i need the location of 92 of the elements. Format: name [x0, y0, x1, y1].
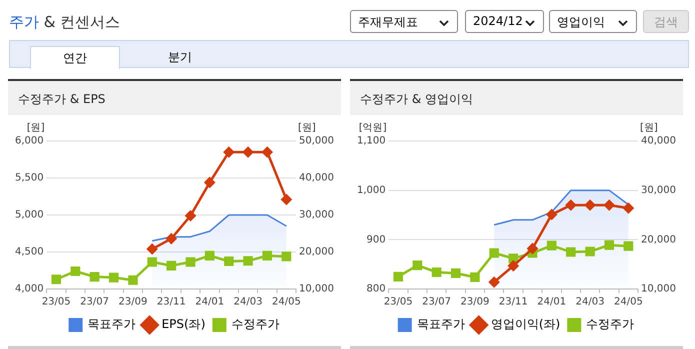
- point: [566, 247, 576, 257]
- chart-title: 수정주가 & EPS: [8, 81, 341, 115]
- y-tick-label: 1,000: [356, 184, 386, 196]
- x-tick-label: 23/05: [384, 296, 413, 308]
- point: [128, 275, 138, 285]
- y2-tick-label: 20,000: [299, 246, 334, 258]
- point: [508, 254, 518, 264]
- point: [186, 257, 196, 267]
- point: [166, 260, 176, 270]
- point: [204, 250, 214, 260]
- x-tick-label: 23/09: [460, 296, 490, 308]
- point: [224, 256, 234, 266]
- legend-label: 목표주가: [88, 317, 136, 332]
- point: [108, 272, 119, 282]
- legend-label: EPS(좌): [162, 317, 206, 332]
- point: [146, 244, 158, 254]
- y2-tick-label: 40,000: [641, 136, 676, 147]
- point: [242, 146, 254, 158]
- legend-label: 영업이익(좌): [490, 317, 560, 332]
- point: [546, 240, 556, 250]
- y-tick-label: 4,500: [14, 246, 44, 258]
- text: 검색: [643, 10, 689, 33]
- y2-tick-label: 20,000: [641, 234, 676, 246]
- legend-label: 목표주가: [416, 317, 465, 332]
- point: [604, 240, 614, 250]
- point: [412, 260, 422, 270]
- y2-tick-label: 30,000: [641, 184, 676, 196]
- point: [546, 209, 557, 220]
- point: [282, 252, 292, 262]
- x-tick-label: 24/03: [234, 296, 262, 308]
- point: [584, 200, 596, 210]
- point: [489, 248, 499, 258]
- x-tick-label: 23/11: [498, 296, 528, 308]
- x-tick-label: 23/05: [42, 296, 71, 308]
- legend-label: 수정주가: [231, 317, 280, 332]
- point: [432, 267, 442, 278]
- y-axis-title: [억원]: [358, 122, 387, 134]
- legend-label: 수정주가: [586, 317, 634, 332]
- point: [185, 210, 196, 221]
- y2-tick-label: 10,000: [641, 284, 676, 295]
- y2-tick-label: 40,000: [299, 172, 334, 184]
- point: [604, 200, 614, 210]
- x-tick-label: 24/01: [195, 296, 224, 308]
- text: 주가 & 컨센서스: [9, 13, 120, 32]
- x-tick-label: 23/11: [156, 296, 186, 308]
- x-tick-label: 23/09: [118, 296, 148, 308]
- y2-axis-title: [원]: [298, 122, 316, 134]
- y-tick-label: 5,500: [14, 172, 44, 184]
- y-axis-title: [원]: [26, 122, 45, 134]
- point: [450, 268, 461, 278]
- text: 2024/12: [465, 10, 544, 33]
- x-tick-label: 24/05: [272, 296, 301, 308]
- point: [224, 146, 234, 158]
- y2-tick-label: 10,000: [299, 284, 334, 295]
- y2-tick-label: 30,000: [299, 210, 334, 221]
- point: [262, 250, 272, 260]
- x-tick-label: 23/07: [80, 296, 109, 308]
- point: [624, 241, 634, 251]
- point: [90, 272, 100, 282]
- text: 주재무제표: [350, 10, 458, 33]
- chart-title: 수정주가 & 영업이익: [350, 81, 683, 115]
- y2-axis-title: [원]: [640, 122, 658, 134]
- text: 영업이익: [549, 10, 637, 33]
- x-tick-label: 24/05: [614, 296, 643, 308]
- point: [393, 272, 404, 282]
- text: 분기: [167, 49, 193, 66]
- x-tick-label: 23/07: [422, 296, 451, 308]
- point: [70, 266, 80, 276]
- y-tick-label: 5,000: [14, 210, 44, 221]
- point: [147, 257, 157, 267]
- point: [508, 260, 519, 272]
- y-tick-label: 800: [366, 284, 386, 295]
- point: [566, 200, 576, 210]
- y-tick-label: 4,000: [14, 284, 44, 295]
- point: [488, 276, 500, 288]
- point: [51, 274, 62, 284]
- point: [585, 246, 595, 256]
- point: [470, 272, 480, 282]
- point: [243, 256, 253, 266]
- x-tick-label: 24/03: [576, 296, 604, 308]
- text: 연간: [30, 46, 120, 69]
- y2-tick-label: 50,000: [299, 136, 334, 147]
- point: [281, 194, 292, 205]
- point: [204, 177, 215, 188]
- x-tick-label: 24/01: [537, 296, 566, 308]
- point: [527, 243, 538, 254]
- point: [623, 202, 634, 214]
- y-tick-label: 6,000: [14, 136, 44, 147]
- y-tick-label: 1,100: [356, 136, 386, 147]
- y-tick-label: 900: [366, 234, 386, 246]
- point: [262, 146, 272, 158]
- point: [166, 233, 177, 244]
